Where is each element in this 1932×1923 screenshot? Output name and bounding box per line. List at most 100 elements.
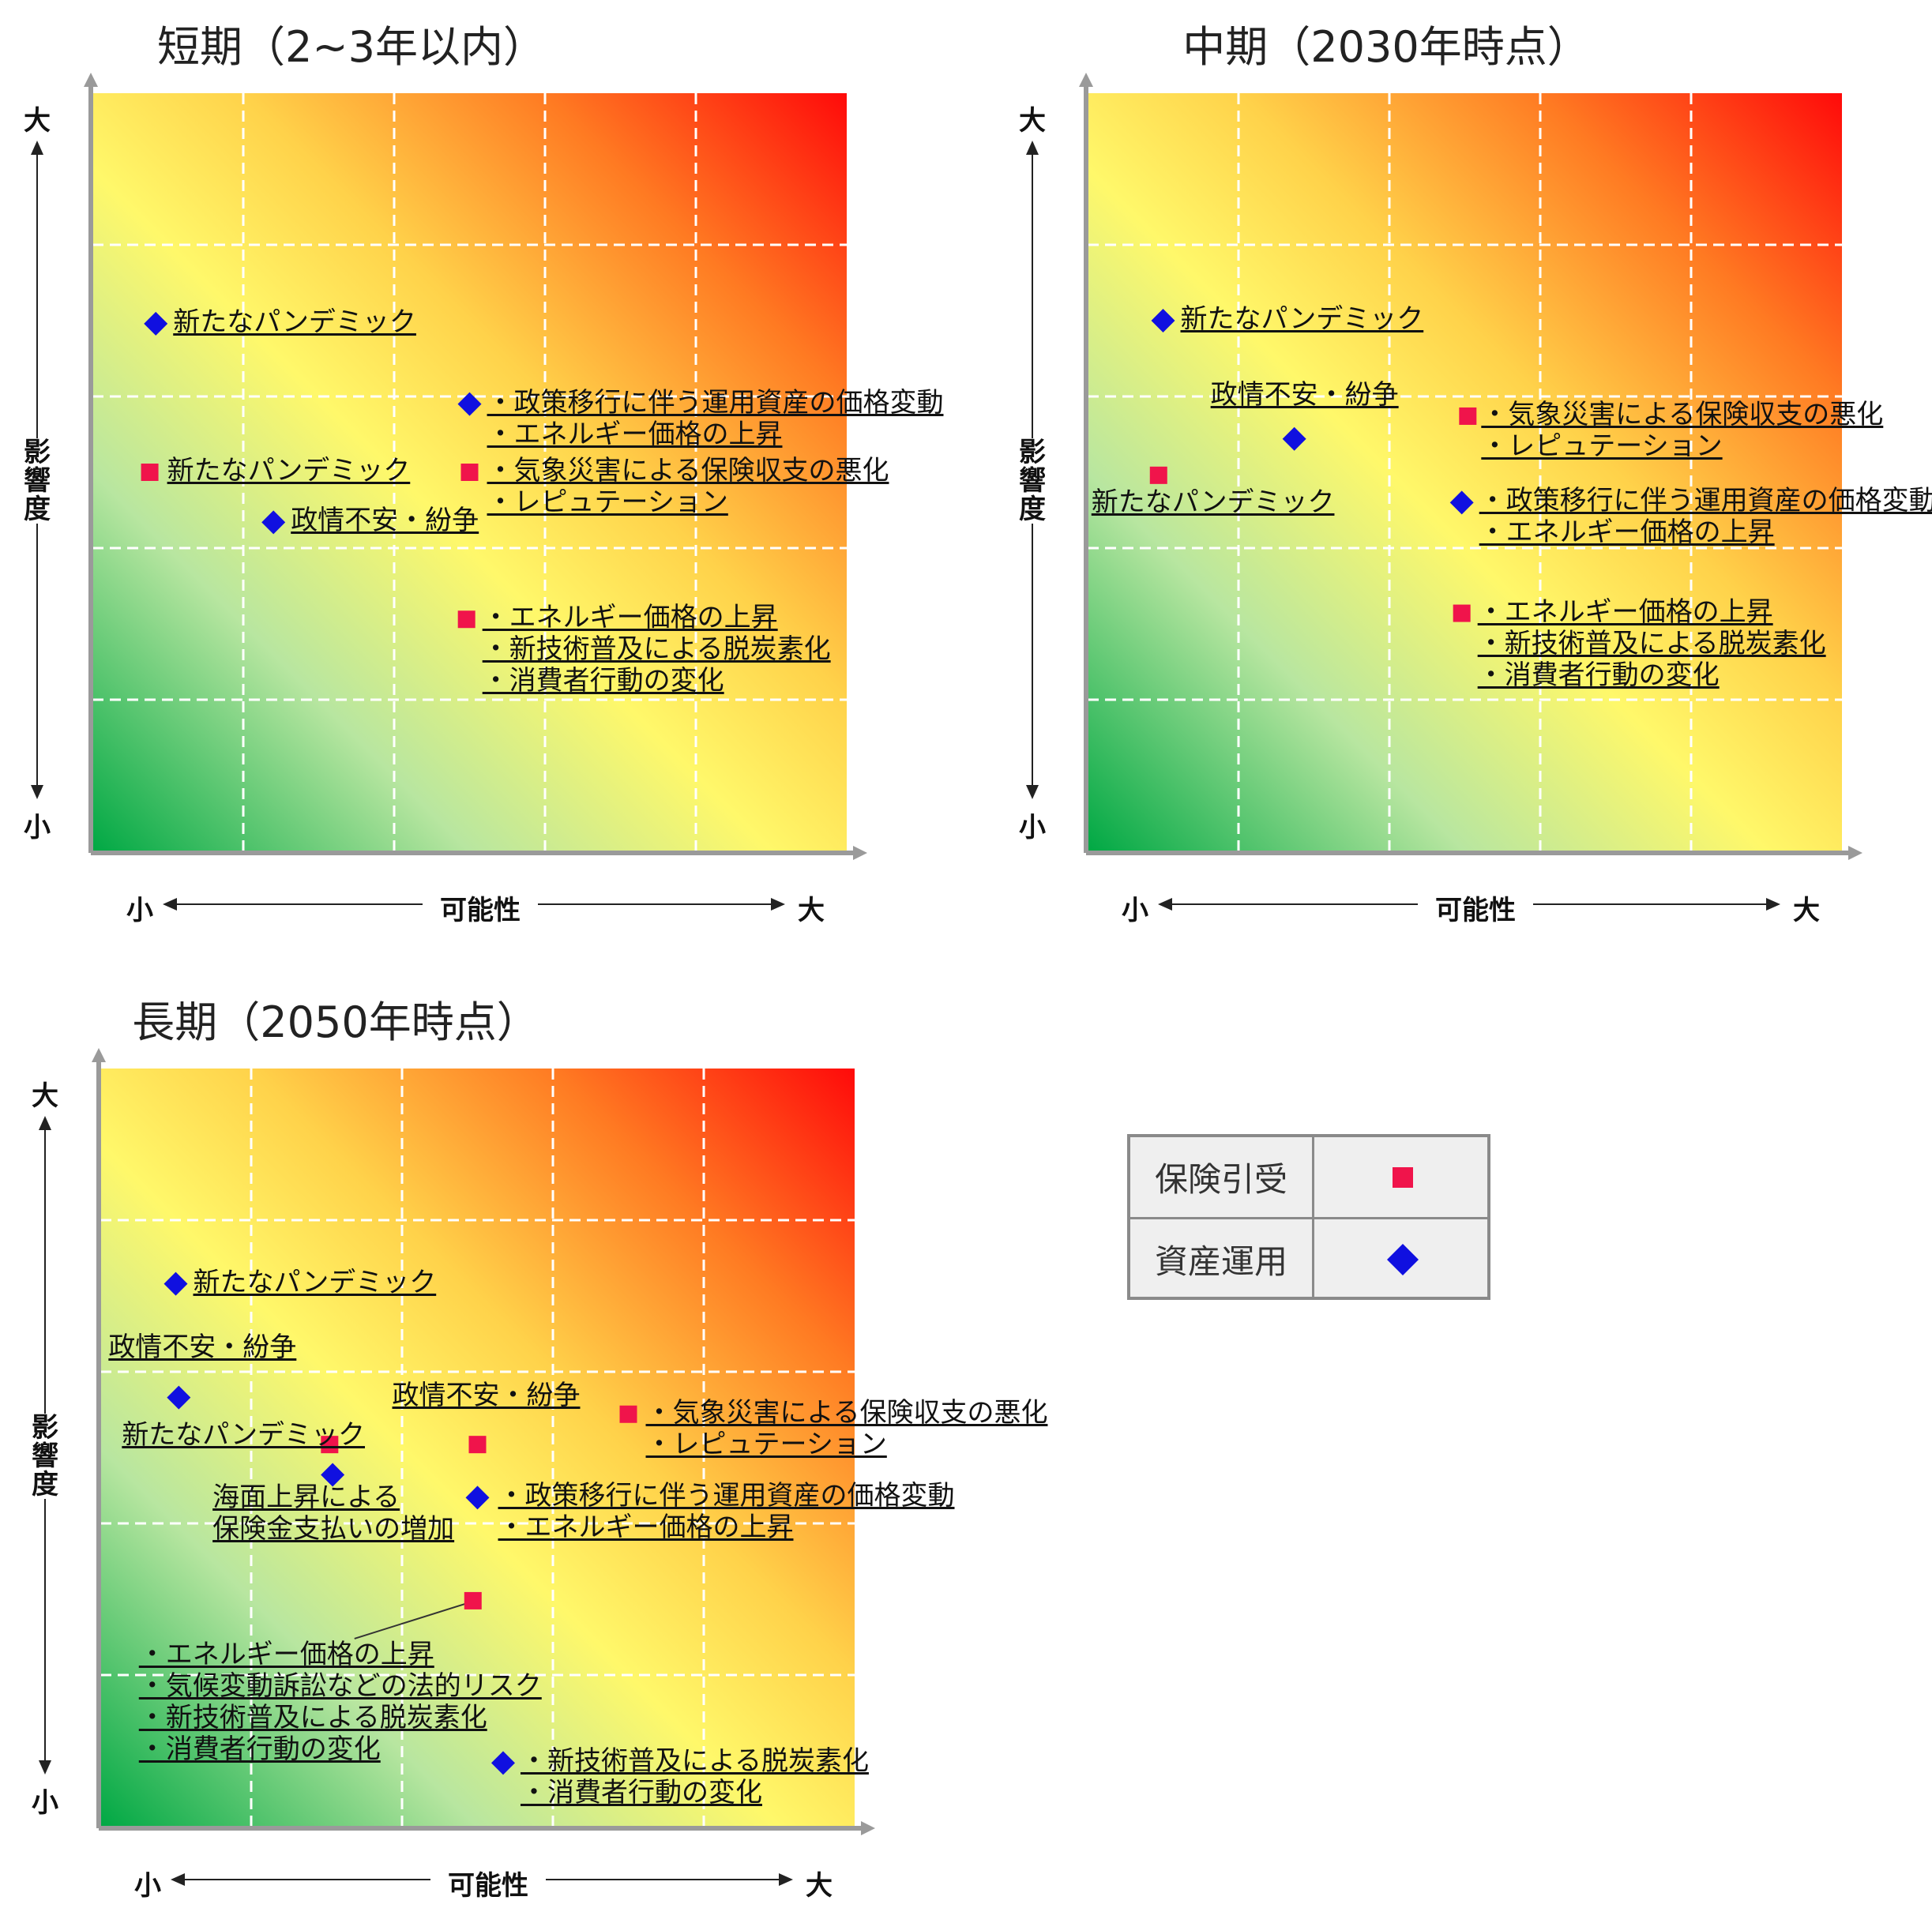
- y-axis-title-char: 響: [32, 1440, 58, 1472]
- x-axis-arrowhead: [853, 846, 867, 860]
- investment-marker: [167, 1385, 191, 1410]
- underwriting-marker: [464, 1591, 482, 1609]
- y-axis-title-char: 影: [32, 1412, 58, 1444]
- y-axis-title-char: 度: [1019, 494, 1046, 525]
- point-label-line: 政情不安・紛争: [108, 1331, 297, 1363]
- point-label-line: ・エネルギー価格の上昇: [498, 1512, 794, 1544]
- y-axis-title-char: 度: [24, 494, 51, 525]
- point-label-line: ・新技術普及による脱炭素化: [138, 1701, 487, 1733]
- point-label: 新たなパンデミック: [194, 1267, 437, 1298]
- investment-marker: [1449, 490, 1474, 515]
- point-label-line: 保険金支払いの増加: [212, 1512, 455, 1545]
- point-label-line: ・レピュテーション: [645, 1428, 887, 1460]
- point-label-line: ・レピュテーション: [487, 486, 728, 518]
- point-label: ・気象災害による保険収支の悪化 ・レピュテーション: [487, 455, 889, 518]
- point-label-line: 政情不安・紛争: [291, 505, 479, 537]
- y-axis-low-label: 小: [32, 1787, 58, 1819]
- y-axis-high-label: 大: [32, 1080, 58, 1112]
- y-axis-low-label: 小: [24, 812, 51, 843]
- x-axis-arrowhead: [861, 1821, 875, 1835]
- label-leader-line: [354, 1602, 466, 1639]
- y-axis-arrowhead: [84, 73, 98, 87]
- plot-area: [39, 1048, 875, 1886]
- point-label-line: ・レピュテーション: [1481, 430, 1723, 462]
- point-label-line: ・消費者行動の変化: [520, 1777, 762, 1809]
- y-axis-arrowhead: [92, 1048, 106, 1062]
- point-label: 政情不安・紛争: [291, 505, 479, 536]
- x-axis-title: 可能性: [430, 1864, 546, 1902]
- point-label: ・エネルギー価格の上昇 ・新技術普及による脱炭素化 ・消費者行動の変化: [1478, 596, 1826, 691]
- underwriting-marker: [321, 1436, 339, 1454]
- point-label-line: 新たなパンデミック: [122, 1419, 366, 1452]
- chart-panel-mid-term: 中期（2030年時点） 新たなパンデミック 政情不安・紛争 新たなパンデミック ・気象…: [1011, 8, 1932, 948]
- legend-row-investment: 資産運用: [1130, 1217, 1487, 1299]
- plot-area: [1026, 73, 1862, 911]
- investment-marker: [1151, 309, 1175, 332]
- y-axis-title: 影響度: [1017, 438, 1048, 524]
- underwriting-marker: [619, 1405, 637, 1423]
- point-label-line: ・消費者行動の変化: [1477, 659, 1720, 691]
- chart-title: 中期（2030年時点）: [1182, 22, 1590, 72]
- y-axis-low-label: 小: [1019, 812, 1046, 843]
- y-axis-title-char: 影: [24, 437, 51, 468]
- point-label-line: ・新技術普及による脱炭素化: [520, 1745, 869, 1778]
- point-label-line: 海面上昇による: [212, 1481, 400, 1513]
- x-axis-high-label: 大: [806, 1870, 833, 1902]
- chart-panel-long-term: 長期（2050年時点） 新たなパンデミック 政情不安・紛争 新たなパンデミック 海面上…: [24, 983, 1047, 1923]
- point-label: 政情不安・紛争: [393, 1380, 581, 1411]
- underwriting-marker: [141, 464, 159, 481]
- point-label-line: ・気象災害による保険収支の悪化: [487, 455, 889, 486]
- point-label-line: ・気象災害による保険収支の悪化: [645, 1396, 1048, 1429]
- y-axis-high-label: 大: [1019, 105, 1046, 137]
- investment-marker: [1282, 426, 1306, 451]
- point-label-line: ・消費者行動の変化: [138, 1733, 381, 1765]
- point-label: ・政策移行に伴う運用資産の価格変動 ・エネルギー価格の上昇: [498, 1480, 955, 1543]
- underwriting-marker: [468, 1436, 487, 1454]
- point-label: ・政策移行に伴う運用資産の価格変動 ・エネルギー価格の上昇: [487, 387, 944, 450]
- point-label-line: ・政策移行に伴う運用資産の価格変動: [1479, 485, 1932, 517]
- x-axis-high-label: 大: [1793, 895, 1820, 926]
- point-label-line: 政情不安・紛争: [1210, 378, 1399, 411]
- point-label-line: 新たなパンデミック: [193, 1266, 437, 1298]
- x-axis-high-label: 大: [798, 895, 825, 926]
- legend-label: 保険引受: [1130, 1137, 1314, 1217]
- y-axis-title-char: 響: [1019, 465, 1046, 497]
- y-axis-high-label: 大: [24, 105, 51, 137]
- point-label: ・気象災害による保険収支の悪化 ・レピュテーション: [1481, 399, 1883, 462]
- point-label: 新たなパンデミック: [173, 306, 416, 338]
- point-label-line: 政情不安・紛争: [392, 1380, 581, 1412]
- investment-marker: [465, 1485, 490, 1510]
- legend-row-underwriting: 保険引受: [1130, 1137, 1487, 1217]
- investment-marker: [144, 311, 168, 336]
- point-label: 政情不安・紛争: [108, 1331, 296, 1363]
- underwriting-marker: [1453, 604, 1471, 622]
- point-label-line: ・エネルギー価格の上昇: [487, 418, 783, 450]
- legend-square-marker: [1312, 1137, 1494, 1217]
- point-label: 新たなパンデミック: [1092, 486, 1335, 518]
- plot-area: [31, 73, 867, 911]
- point-label-line: ・エネルギー価格の上昇: [138, 1638, 434, 1670]
- point-label-line: ・エネルギー価格の上昇: [482, 602, 778, 634]
- point-label-line: ・気象災害による保険収支の悪化: [1481, 398, 1884, 430]
- y-axis-title-char: 影: [1019, 437, 1046, 468]
- point-label-line: ・新技術普及による脱炭素化: [1477, 627, 1826, 659]
- underwriting-marker: [1149, 466, 1167, 484]
- heatmap-background: [1088, 93, 1842, 851]
- point-label: 新たなパンデミック: [122, 1419, 365, 1451]
- point-label: 海面上昇による 保険金支払いの増加: [212, 1482, 454, 1545]
- point-label: ・エネルギー価格の上昇 ・新技術普及による脱炭素化 ・消費者行動の変化: [483, 602, 831, 697]
- y-axis-title: 影響度: [21, 438, 53, 524]
- y-axis-title-char: 度: [32, 1469, 58, 1500]
- y-axis-title: 影響度: [29, 1414, 61, 1499]
- investment-marker: [491, 1751, 515, 1775]
- investment-marker: [321, 1463, 345, 1487]
- y-axis-title-char: 響: [24, 465, 51, 497]
- point-label-line: 新たなパンデミック: [1091, 486, 1335, 518]
- point-label-line: ・政策移行に伴う運用資産の価格変動: [487, 386, 944, 419]
- point-label-line: 新たなパンデミック: [1180, 303, 1424, 335]
- legend-diamond-marker: [1312, 1219, 1494, 1299]
- point-label: ・エネルギー価格の上昇 ・気候変動訴訟などの法的リスク ・新技術普及による脱炭素化・…: [139, 1639, 542, 1765]
- point-label-line: ・気候変動訴訟などの法的リスク: [138, 1669, 542, 1702]
- x-axis-low-label: 小: [126, 895, 153, 926]
